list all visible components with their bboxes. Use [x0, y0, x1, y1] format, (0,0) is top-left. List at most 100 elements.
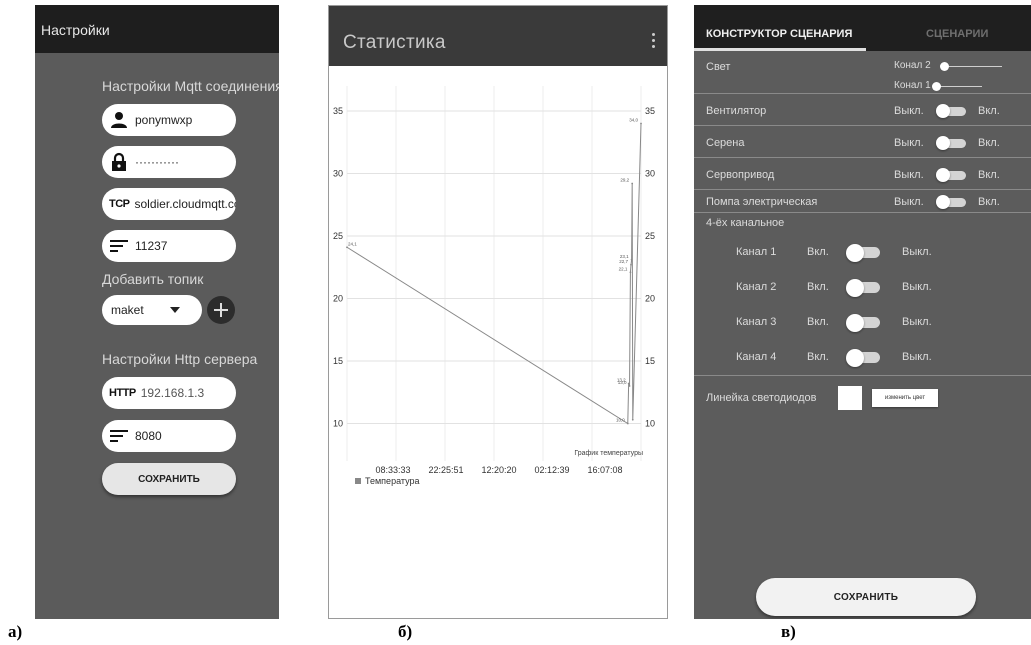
x-tick-label: 22:25:51 — [428, 465, 463, 475]
topic-dropdown[interactable]: maket — [102, 295, 202, 325]
y-tick-label-left: 30 — [333, 169, 343, 179]
channel-off-label: Выкл. — [902, 246, 932, 258]
lines-icon — [109, 426, 129, 446]
temperature-chart: 10 10 15 15 20 20 25 25 30 30 35 35 08:33:33 22:25:51… — [333, 86, 655, 486]
relay-section-label: 4-ёх канальное — [706, 217, 785, 229]
y-tick-label-right: 30 — [645, 169, 655, 179]
y-tick-label-right: 20 — [645, 294, 655, 304]
data-label: 13,0 — [618, 380, 627, 385]
data-point — [629, 271, 632, 274]
device-label: Сервопривод — [706, 169, 775, 181]
slider-knob[interactable] — [932, 82, 941, 91]
channel-3-switch[interactable] — [846, 314, 880, 332]
light-channel2-label: Конал 2 — [894, 60, 931, 71]
settings-save-button[interactable]: СОХРАНИТЬ — [102, 463, 236, 495]
port-field[interactable]: 11237 — [102, 230, 236, 262]
dropdown-arrow-icon — [170, 307, 180, 313]
siren-switch[interactable] — [936, 136, 966, 150]
data-label: 13,2 — [617, 378, 626, 383]
legend-label: Температура — [365, 476, 420, 486]
channel-off-label: Выкл. — [902, 316, 932, 328]
y-tick-label-right: 10 — [645, 419, 655, 429]
caption-b: б) — [398, 622, 413, 641]
device-off-label: Выкл. — [894, 169, 924, 181]
x-tick-label: 02:12:39 — [534, 465, 569, 475]
device-label: Помпа электрическая — [706, 196, 818, 208]
more-vert-icon[interactable] — [652, 33, 655, 48]
row-divider — [694, 189, 1031, 190]
statistics-title: Статистика — [343, 32, 446, 53]
server-field[interactable]: TCP soldier.cloudmqtt.co — [102, 188, 236, 220]
row-divider — [694, 375, 1031, 376]
y-tick-label-right: 35 — [645, 106, 655, 116]
http-port-field[interactable]: 8080 — [102, 420, 236, 452]
plus-icon[interactable] — [207, 296, 235, 324]
scenario-save-button[interactable]: СОХРАНИТЬ — [756, 578, 976, 616]
y-tick-label-left: 15 — [333, 356, 343, 366]
series-line — [346, 123, 642, 425]
active-tab-indicator — [694, 48, 866, 51]
row-divider — [694, 212, 1031, 213]
topic-section-title: Добавить топик — [102, 271, 204, 287]
data-label: 24,1 — [348, 241, 357, 246]
username-field[interactable]: ponymwxp — [102, 104, 236, 136]
password-field[interactable]: ··········· — [102, 146, 236, 178]
channel-label: Канал 1 — [736, 246, 777, 258]
data-point — [626, 422, 629, 425]
data-label: 22,1 — [619, 266, 628, 271]
device-on-label: Вкл. — [978, 169, 1000, 181]
http-port-value: 8080 — [135, 429, 162, 443]
channel-2-switch[interactable] — [846, 279, 880, 297]
servo-switch[interactable] — [936, 168, 966, 182]
y-tick-label-left: 10 — [333, 419, 343, 429]
row-divider — [694, 93, 1031, 94]
led-color-preview — [838, 386, 862, 410]
channel-on-label: Вкл. — [807, 281, 829, 293]
device-on-label: Вкл. — [978, 137, 1000, 149]
data-point — [346, 246, 348, 249]
light-channel2-slider[interactable] — [940, 62, 1002, 72]
port-value: 11237 — [135, 239, 168, 253]
change-color-button[interactable]: изменить цвет — [872, 389, 938, 407]
channel-1-switch[interactable] — [846, 244, 880, 262]
password-value: ··········· — [135, 155, 179, 169]
tab-scenarios[interactable]: СЦЕНАРИИ — [926, 28, 989, 40]
device-label: Серена — [706, 137, 745, 149]
chart-title: График температуры — [574, 450, 643, 457]
data-label: 23,1 — [620, 254, 629, 259]
data-point — [627, 382, 630, 385]
caption-c: в) — [781, 622, 796, 641]
y-tick-label-right: 25 — [645, 231, 655, 241]
row-divider — [694, 125, 1031, 126]
pump-switch[interactable] — [936, 195, 966, 209]
device-off-label: Выкл. — [894, 137, 924, 149]
device-on-label: Вкл. — [978, 105, 1000, 117]
data-label: 10,0 — [616, 418, 625, 423]
y-tick-label-right: 15 — [645, 356, 655, 366]
y-tick-label-left: 20 — [333, 294, 343, 304]
channel-4-switch[interactable] — [846, 349, 880, 367]
light-channel1-label: Конал 1 — [894, 80, 931, 91]
fan-switch[interactable] — [936, 104, 966, 118]
data-label: 29,2 — [620, 178, 629, 183]
scenario-tab-bar: КОНСТРУКТОР СЦЕНАРИЯ СЦЕНАРИИ — [694, 5, 1031, 51]
x-tick-label: 12:20:20 — [481, 465, 516, 475]
tcp-tag: TCP — [109, 198, 130, 210]
channel-on-label: Вкл. — [807, 246, 829, 258]
slider-knob[interactable] — [940, 62, 949, 71]
statistics-app-bar: Статистика — [329, 6, 667, 66]
settings-app-bar: Настройки — [35, 5, 279, 53]
channel-label: Канал 3 — [736, 316, 777, 328]
data-point — [630, 263, 632, 266]
settings-title: Настройки — [41, 22, 110, 38]
light-channel1-slider[interactable] — [932, 82, 982, 92]
lines-icon — [109, 236, 129, 256]
data-label: 22,7 — [619, 259, 628, 264]
tab-scenario-builder[interactable]: КОНСТРУКТОР СЦЕНАРИЯ — [706, 28, 853, 40]
topic-selected-value: maket — [111, 303, 144, 317]
row-divider — [694, 157, 1031, 158]
channel-label: Канал 2 — [736, 281, 777, 293]
data-point — [630, 258, 633, 261]
http-host-field[interactable]: HTTP 192.168.1.3 — [102, 377, 236, 409]
x-tick-label: 08:33:33 — [375, 465, 410, 475]
